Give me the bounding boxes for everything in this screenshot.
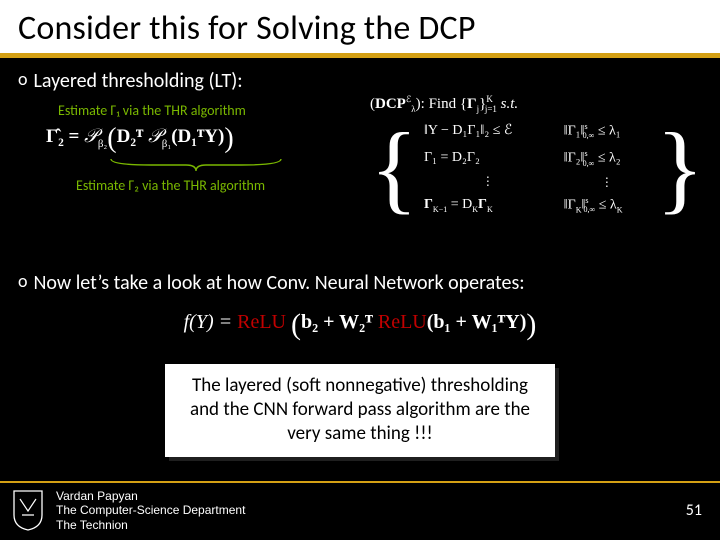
relu-outer: ReLU <box>237 311 286 333</box>
slide: Consider this for Solving the DCP o Laye… <box>0 0 720 540</box>
upper-math-area: Estimate Γ₁ via the THR algorithm Γ̂₂ = … <box>18 100 702 258</box>
bullet-marker: o <box>18 270 28 293</box>
page-number: 51 <box>686 501 702 520</box>
lparen-outer: ( <box>107 123 116 154</box>
system-left-col: ‖Y − D₁Γ₁‖₂ ≤ ℰ Γ₁ = D₂Γ₂ ⋮ ΓK−1 = DKΓK <box>418 118 558 218</box>
set-gamma: Γ <box>467 96 477 112</box>
footer-dept: The Computer-Science Department <box>56 503 245 517</box>
footer-left: Vardan Papyan The Computer-Science Depar… <box>10 489 245 532</box>
slide-title: Consider this for Solving the DCP <box>18 8 702 49</box>
sl4e: Γ <box>478 197 487 212</box>
sys-r-vdots: ⋮ <box>564 177 650 187</box>
set-open: { <box>460 96 467 112</box>
relu-b2: b₂ + W₂ᵀ <box>301 311 378 333</box>
sys-l-vdots: ⋮ <box>424 176 552 186</box>
dcp-label: DCP <box>375 96 406 112</box>
dcp-close: ): <box>416 96 425 112</box>
relu-formula: f(Y) = ReLU (b₂ + W₂ᵀ ReLU(b₁ + W₁ᵀY)) <box>18 308 702 342</box>
dcp-header-line: (DCPℰλ): Find {Γj}Kj=1 s.t. <box>370 94 704 114</box>
left-brace-icon: { <box>370 118 418 218</box>
beta1-sub: β₁ <box>162 138 171 150</box>
sr2c: s <box>585 149 588 158</box>
sr4e: s <box>585 196 588 205</box>
sys-r2: ‖Γ₂‖s0,∞ ≤ λ₂ <box>564 149 650 167</box>
sr4a: ‖Γ <box>564 197 576 212</box>
sys-r1: ‖Γ₁‖s0,∞ ≤ λ₁ <box>564 122 650 140</box>
sr4g: K <box>617 205 623 214</box>
sys-r4: ‖ΓK‖s0,∞ ≤ λK <box>564 196 650 214</box>
set-from: j=1 <box>485 104 497 114</box>
p-beta2: 𝒫 <box>84 126 98 147</box>
sl4b: K−1 <box>433 205 447 214</box>
beta2-sub: β₂ <box>98 138 107 150</box>
gamma2-lhs: Γ̂₂ = <box>46 126 84 147</box>
bullet-2: o Now let’s take a look at how Conv. Neu… <box>18 270 702 296</box>
underbrace-icon <box>106 157 286 175</box>
find-label: Find <box>425 96 460 112</box>
sr2d: ≤ λ₂ <box>594 151 620 166</box>
left-formula-block: Estimate Γ₁ via the THR algorithm Γ̂₂ = … <box>46 100 346 194</box>
bullet-text: Now let’s take a look at how Conv. Neura… <box>34 270 525 296</box>
footer-inst: The Technion <box>56 518 245 532</box>
d2t: D₂ᵀ <box>117 126 149 147</box>
relu-b1: (b₁ + W₁ᵀY) <box>427 311 527 333</box>
sr1a: ‖Γ₁‖ <box>564 124 585 139</box>
content-area: o Layered thresholding (LT): Estimate Γ₁… <box>0 58 720 457</box>
lparen-big: ( <box>291 308 301 341</box>
relu-lhs: f(Y) = <box>184 311 238 333</box>
sr4d: 0,∞ <box>584 205 596 214</box>
sys-l4: ΓK−1 = DKΓK <box>424 197 552 214</box>
estimate-gamma1-text: Estimate Γ₁ via the THR algorithm <box>58 102 246 119</box>
sr2a: ‖Γ₂‖ <box>564 151 585 166</box>
sys-l1: ‖Y − D₁Γ₁‖₂ ≤ ℰ <box>424 122 552 139</box>
sys-l2: Γ₁ = D₂Γ₂ <box>424 150 552 166</box>
callout-text: The layered (soft nonnegative) threshold… <box>190 374 530 445</box>
rparen-big: ) <box>526 308 536 341</box>
set-to: K <box>486 94 493 104</box>
technion-logo-icon <box>10 489 46 531</box>
title-section: Consider this for Solving the DCP <box>0 0 720 53</box>
estimate-gamma1-label: Estimate Γ₁ via the THR algorithm <box>58 102 346 119</box>
estimate-gamma2-text: Estimate Γ₂ via the THR algorithm <box>76 177 265 194</box>
sl4c: = D <box>447 197 472 212</box>
p-beta1: 𝒫 <box>148 126 162 147</box>
footer: Vardan Papyan The Computer-Science Depar… <box>0 481 720 540</box>
gamma2-formula: Γ̂₂ = 𝒫β₂(D₂ᵀ 𝒫β₁(D₁ᵀY)) <box>46 123 346 155</box>
dcp-eps: ℰ <box>406 94 411 104</box>
sr1b: 0,∞ <box>583 131 595 140</box>
rparen-outer: ) <box>224 123 233 154</box>
sl4f: K <box>487 205 493 214</box>
sr2b: 0,∞ <box>583 159 595 168</box>
right-brace-icon: } <box>656 118 704 218</box>
sr4f: ≤ λ <box>595 197 616 212</box>
dcp-system: { ‖Y − D₁Γ₁‖₂ ≤ ℰ Γ₁ = D₂Γ₂ ⋮ ΓK−1 = DKΓ… <box>370 118 704 218</box>
bullet-1: o Layered thresholding (LT): <box>18 68 702 94</box>
d1ty: (D₁ᵀY) <box>171 126 224 147</box>
bullet-marker: o <box>18 68 28 91</box>
footer-author: Vardan Papyan <box>56 489 245 503</box>
sr1c: s <box>585 122 588 131</box>
st-label: s.t. <box>497 96 518 112</box>
relu-inner: ReLU <box>378 311 427 333</box>
sl4a: Γ <box>424 197 433 212</box>
callout-box: The layered (soft nonnegative) threshold… <box>165 364 555 457</box>
dcp-problem-block: (DCPℰλ): Find {Γj}Kj=1 s.t. { ‖Y − D₁Γ₁‖… <box>370 94 704 232</box>
system-right-col: ‖Γ₁‖s0,∞ ≤ λ₁ ‖Γ₂‖s0,∞ ≤ λ₂ ⋮ ‖ΓK‖s0,∞ ≤… <box>558 118 656 218</box>
bullet-text: Layered thresholding (LT): <box>34 68 243 94</box>
footer-text: Vardan Papyan The Computer-Science Depar… <box>56 489 245 532</box>
estimate-gamma2-label: Estimate Γ₂ via the THR algorithm <box>76 177 346 194</box>
sr1d: ≤ λ₁ <box>594 124 620 139</box>
